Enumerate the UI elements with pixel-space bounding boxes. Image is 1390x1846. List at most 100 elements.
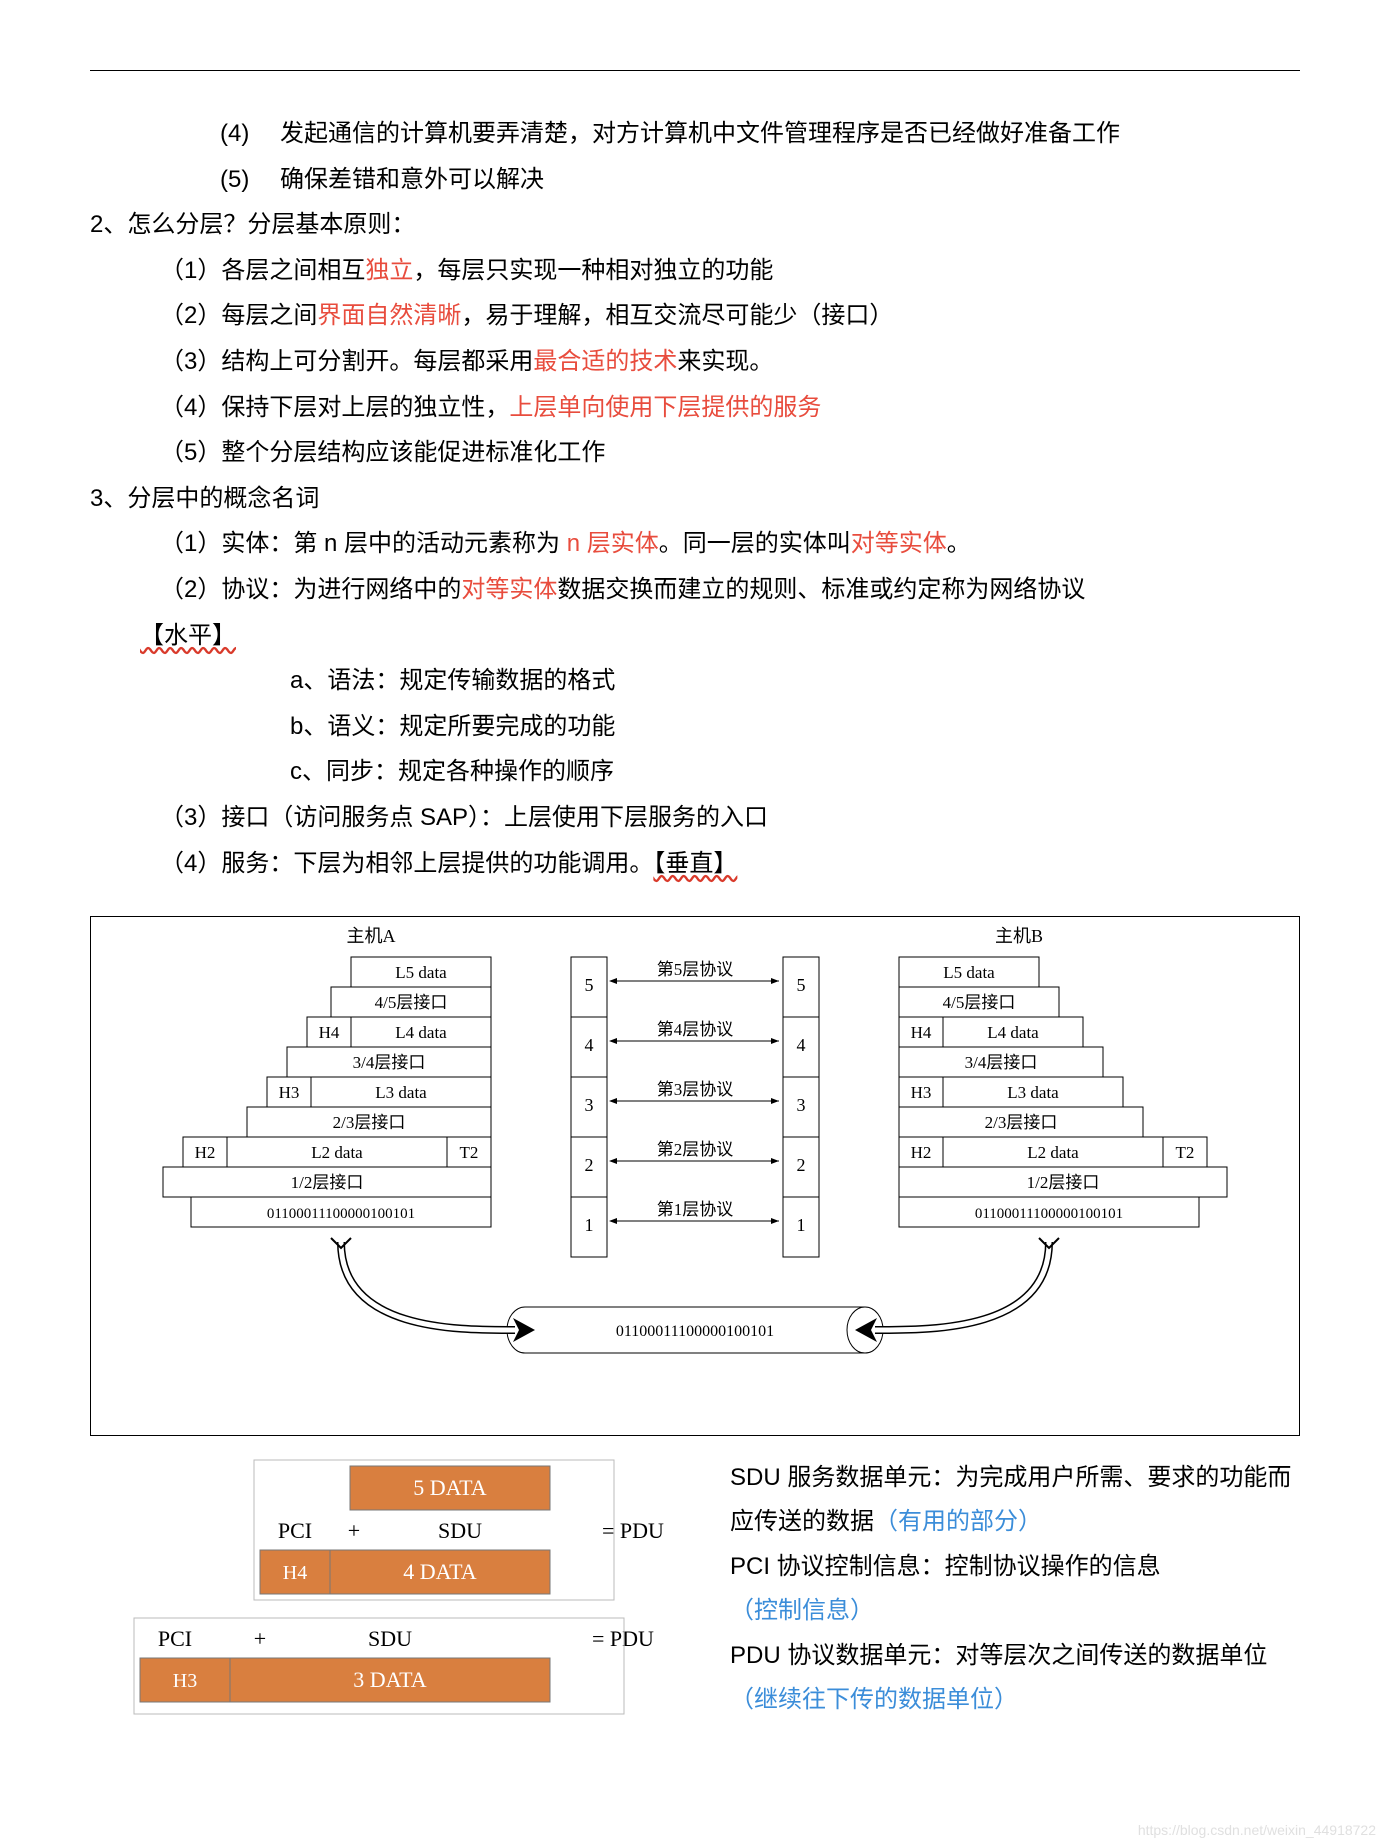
svg-text:第4层协议: 第4层协议 — [657, 1020, 734, 1039]
svg-text:1/2层接口: 1/2层接口 — [1027, 1173, 1100, 1192]
top-rule — [90, 70, 1300, 71]
s3-4a: （4）服务：下层为相邻上层提供的功能调用。 — [160, 850, 653, 877]
layer-diagram-svg: 主机A主机B5544332211第5层协议第4层协议第3层协议第2层协议第1层协… — [91, 917, 1299, 1435]
s3-1a: （1）实体：第 n 层中的活动元素称为 — [160, 530, 567, 557]
s3-1e: 。 — [947, 530, 971, 557]
definitions: SDU 服务数据单元：为完成用户所需、要求的功能而应传送的数据（有用的部分） P… — [730, 1456, 1300, 1806]
s3-2c: 数据交换而建立的规则、标准或约定称为网络协议 — [557, 576, 1085, 603]
watermark: https://blog.csdn.net/weixin_44918722 — [1138, 1822, 1376, 1838]
para-4: (4) 发起通信的计算机要弄清楚，对方计算机中文件管理程序是否已经做好准备工作 — [90, 111, 1300, 157]
svg-text:2: 2 — [797, 1155, 806, 1175]
s2-2c: ，易于理解，相互交流尽可能少（接口） — [461, 302, 893, 329]
svg-text:PCI: PCI — [158, 1626, 192, 1651]
svg-text:3/4层接口: 3/4层接口 — [965, 1053, 1038, 1072]
pdu-diagram: 5 DATAPCI+SDU= PDUH44 DATAPCI+SDU= PDUH3… — [90, 1456, 690, 1806]
svg-text:主机A: 主机A — [347, 926, 396, 946]
svg-text:第3层协议: 第3层协议 — [657, 1080, 734, 1099]
s3-1: （1）实体：第 n 层中的活动元素称为 n 层实体。同一层的实体叫对等实体。 — [90, 521, 1300, 567]
svg-text:4 DATA: 4 DATA — [403, 1559, 477, 1584]
svg-text:5 DATA: 5 DATA — [413, 1475, 487, 1500]
s2-4b: 上层单向使用下层提供的服务 — [509, 394, 821, 421]
s2-3a: （3）结构上可分割开。每层都采用 — [160, 348, 533, 375]
svg-text:4: 4 — [585, 1035, 594, 1055]
svg-text:01100011100000100101: 01100011100000100101 — [975, 1206, 1123, 1222]
svg-text:PCI: PCI — [278, 1518, 312, 1543]
svg-text:+: + — [254, 1626, 266, 1651]
layer-diagram: 主机A主机B5544332211第5层协议第4层协议第3层协议第2层协议第1层协… — [90, 916, 1300, 1436]
pdu-text: PDU 协议数据单元：对等层次之间传送的数据单位 — [730, 1642, 1267, 1669]
svg-text:4/5层接口: 4/5层接口 — [375, 993, 448, 1012]
svg-text:4: 4 — [797, 1035, 806, 1055]
svg-text:5: 5 — [585, 975, 594, 995]
svg-text:主机B: 主机B — [995, 926, 1043, 946]
num-4: (4) — [220, 111, 280, 157]
svg-text:L3 data: L3 data — [375, 1083, 427, 1102]
pdu-diagram-svg: 5 DATAPCI+SDU= PDUH44 DATAPCI+SDU= PDUH3… — [90, 1456, 690, 1806]
svg-text:H2: H2 — [911, 1143, 932, 1162]
bottom-row: 5 DATAPCI+SDU= PDUH44 DATAPCI+SDU= PDUH3… — [90, 1456, 1300, 1806]
s2-1a: （1）各层之间相互 — [160, 257, 365, 284]
svg-text:第2层协议: 第2层协议 — [657, 1140, 734, 1159]
s2-3: （3）结构上可分割开。每层都采用最合适的技术来实现。 — [90, 339, 1300, 385]
svg-text:4/5层接口: 4/5层接口 — [943, 993, 1016, 1012]
s3-1b: n 层实体 — [567, 530, 659, 557]
sdu-note: （有用的部分） — [874, 1508, 1042, 1535]
svg-text:H3: H3 — [911, 1083, 932, 1102]
svg-text:H4: H4 — [283, 1562, 307, 1584]
svg-text:T2: T2 — [460, 1143, 479, 1162]
s2-4: （4）保持下层对上层的独立性，上层单向使用下层提供的服务 — [90, 385, 1300, 431]
s3-3: （3）接口（访问服务点 SAP）：上层使用下层服务的入口 — [90, 795, 1300, 841]
svg-text:3: 3 — [797, 1095, 806, 1115]
s3-4: （4）服务：下层为相邻上层提供的功能调用。【垂直】 — [90, 841, 1300, 887]
s2-5: （5）整个分层结构应该能促进标准化工作 — [90, 430, 1300, 476]
svg-text:01100011100000100101: 01100011100000100101 — [616, 1323, 774, 1340]
svg-text:L4 data: L4 data — [987, 1023, 1039, 1042]
svg-text:3/4层接口: 3/4层接口 — [353, 1053, 426, 1072]
svg-text:2: 2 — [585, 1155, 594, 1175]
svg-text:01100011100000100101: 01100011100000100101 — [267, 1206, 415, 1222]
svg-text:H2: H2 — [195, 1143, 216, 1162]
s3-2: （2）协议：为进行网络中的对等实体数据交换而建立的规则、标准或约定称为网络协议 — [90, 567, 1300, 613]
s2-1b: 独立 — [365, 257, 413, 284]
s2-1: （1）各层之间相互独立，每层只实现一种相对独立的功能 — [90, 248, 1300, 294]
svg-text:H4: H4 — [911, 1023, 932, 1042]
svg-text:H4: H4 — [319, 1023, 340, 1042]
para-5: (5) 确保差错和意外可以解决 — [90, 157, 1300, 203]
vertical-tag: 【垂直】 — [653, 850, 737, 877]
s2-2b: 界面自然清晰 — [317, 302, 461, 329]
pdu-def: PDU 协议数据单元：对等层次之间传送的数据单位 （继续往下传的数据单位） — [730, 1634, 1300, 1723]
pdu-note: （继续往下传的数据单位） — [730, 1686, 1018, 1713]
text-5: 确保差错和意外可以解决 — [280, 157, 544, 203]
svg-text:T2: T2 — [1176, 1143, 1195, 1162]
svg-text:第1层协议: 第1层协议 — [657, 1200, 734, 1219]
s3-1d: 对等实体 — [851, 530, 947, 557]
svg-text:+: + — [348, 1518, 360, 1543]
svg-text:L2 data: L2 data — [311, 1143, 363, 1162]
svg-text:H3: H3 — [279, 1083, 300, 1102]
horizontal-tag: 【水平】 — [140, 622, 236, 649]
s3-2-tag: 【水平】 — [90, 613, 1300, 659]
s2-2: （2）每层之间界面自然清晰，易于理解，相互交流尽可能少（接口） — [90, 293, 1300, 339]
s2-4a: （4）保持下层对上层的独立性， — [160, 394, 509, 421]
s3-2b: 对等实体 — [461, 576, 557, 603]
svg-text:3: 3 — [585, 1095, 594, 1115]
s2-3b: 最合适的技术 — [533, 348, 677, 375]
text-4: 发起通信的计算机要弄清楚，对方计算机中文件管理程序是否已经做好准备工作 — [280, 111, 1120, 157]
svg-text:L5 data: L5 data — [943, 963, 995, 982]
svg-text:第5层协议: 第5层协议 — [657, 960, 734, 979]
sdu-def: SDU 服务数据单元：为完成用户所需、要求的功能而应传送的数据（有用的部分） — [730, 1456, 1300, 1545]
pci-def: PCI 协议控制信息：控制协议操作的信息（控制信息） — [730, 1545, 1300, 1634]
svg-text:1: 1 — [797, 1215, 806, 1235]
pci-text: PCI 协议控制信息：控制协议操作的信息 — [730, 1553, 1161, 1580]
s2-1c: ，每层只实现一种相对独立的功能 — [413, 257, 773, 284]
svg-text:2/3层接口: 2/3层接口 — [333, 1113, 406, 1132]
section-2: 2、怎么分层？分层基本原则： — [90, 202, 1300, 248]
svg-text:L4 data: L4 data — [395, 1023, 447, 1042]
num-5: (5) — [220, 157, 280, 203]
section-3: 3、分层中的概念名词 — [90, 476, 1300, 522]
svg-text:H3: H3 — [173, 1670, 197, 1692]
svg-text:2/3层接口: 2/3层接口 — [985, 1113, 1058, 1132]
s3-2b-item: b、语义：规定所要完成的功能 — [90, 704, 1300, 750]
svg-text:SDU: SDU — [368, 1626, 412, 1651]
s3-2c-item: c、同步：规定各种操作的顺序 — [90, 749, 1300, 795]
